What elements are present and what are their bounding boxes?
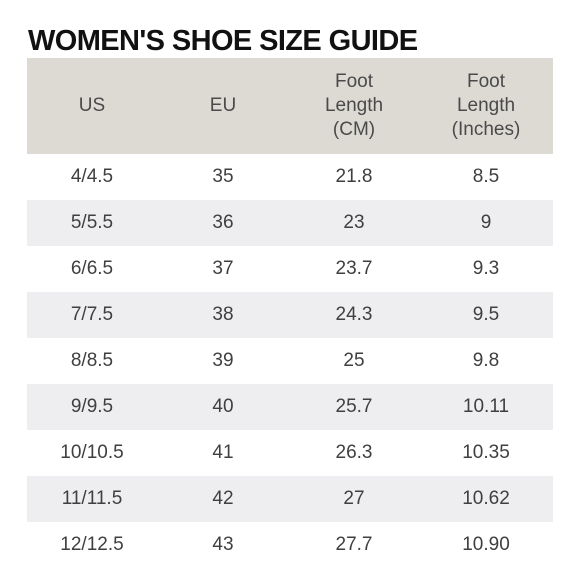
cell-foot-length-inches: 9.5 xyxy=(419,292,553,338)
table-row: 7/7.5 38 24.3 9.5 xyxy=(27,292,553,338)
size-guide-table: US EU Foot Length (CM) Foot Length (Inch… xyxy=(27,58,553,568)
cell-foot-length-inches: 8.5 xyxy=(472,166,500,187)
cell-us: 11/11.5 xyxy=(27,476,157,522)
table-row: 11/11.5 42 27 10.62 xyxy=(27,476,553,522)
cell-us: 5/5.5 xyxy=(27,200,157,246)
cell-foot-length-cm: 27.7 xyxy=(335,534,373,555)
table-row: 9/9.5 40 25.7 10.11 xyxy=(27,384,553,430)
table-header-row: US EU Foot Length (CM) Foot Length (Inch… xyxy=(27,58,553,154)
cell-foot-length-cm: 23 xyxy=(289,200,419,246)
cell-eu: 35 xyxy=(212,166,234,187)
cell-foot-length-cm: 26.3 xyxy=(335,442,373,463)
cell-foot-length-cm: 23.7 xyxy=(335,258,373,279)
cell-eu: 37 xyxy=(212,258,234,279)
cell-foot-length-inches: 10.90 xyxy=(462,534,510,555)
table-row: 8/8.5 39 25 9.8 xyxy=(27,338,553,384)
cell-foot-length-inches: 9.8 xyxy=(472,350,500,371)
cell-foot-length-cm: 27 xyxy=(289,476,419,522)
cell-us: 4/4.5 xyxy=(70,166,114,187)
cell-us: 10/10.5 xyxy=(60,442,124,463)
cell-us: 7/7.5 xyxy=(27,292,157,338)
cell-foot-length-inches: 9.3 xyxy=(472,258,500,279)
cell-us: 12/12.5 xyxy=(60,534,124,555)
cell-eu: 36 xyxy=(157,200,289,246)
table-row: 6/6.5 37 23.7 9.3 xyxy=(27,246,553,292)
cell-foot-length-cm: 21.8 xyxy=(335,166,373,187)
column-header-us: US xyxy=(27,58,157,154)
cell-eu: 41 xyxy=(212,442,234,463)
column-header-foot-length-cm: Foot Length (CM) xyxy=(289,58,419,154)
cell-foot-length-cm: 24.3 xyxy=(289,292,419,338)
cell-us: 9/9.5 xyxy=(27,384,157,430)
table-row: 12/12.5 43 27.7 10.90 xyxy=(27,522,553,568)
cell-foot-length-inches: 9 xyxy=(419,200,553,246)
table-row: 4/4.5 35 21.8 8.5 xyxy=(27,154,553,200)
cell-foot-length-inches: 10.62 xyxy=(419,476,553,522)
table-row: 5/5.5 36 23 9 xyxy=(27,200,553,246)
column-header-eu: EU xyxy=(157,58,289,154)
table-row: 10/10.5 41 26.3 10.35 xyxy=(27,430,553,476)
cell-eu: 42 xyxy=(157,476,289,522)
cell-foot-length-cm: 25 xyxy=(343,350,365,371)
page-title: WOMEN'S SHOE SIZE GUIDE xyxy=(28,25,418,57)
column-header-foot-length-inches: Foot Length (Inches) xyxy=(419,58,553,154)
cell-eu: 40 xyxy=(157,384,289,430)
cell-us: 6/6.5 xyxy=(70,258,114,279)
cell-eu: 39 xyxy=(212,350,234,371)
cell-foot-length-cm: 25.7 xyxy=(289,384,419,430)
cell-eu: 38 xyxy=(157,292,289,338)
cell-eu: 43 xyxy=(212,534,234,555)
cell-foot-length-inches: 10.35 xyxy=(462,442,510,463)
cell-foot-length-inches: 10.11 xyxy=(419,384,553,430)
cell-us: 8/8.5 xyxy=(70,350,114,371)
